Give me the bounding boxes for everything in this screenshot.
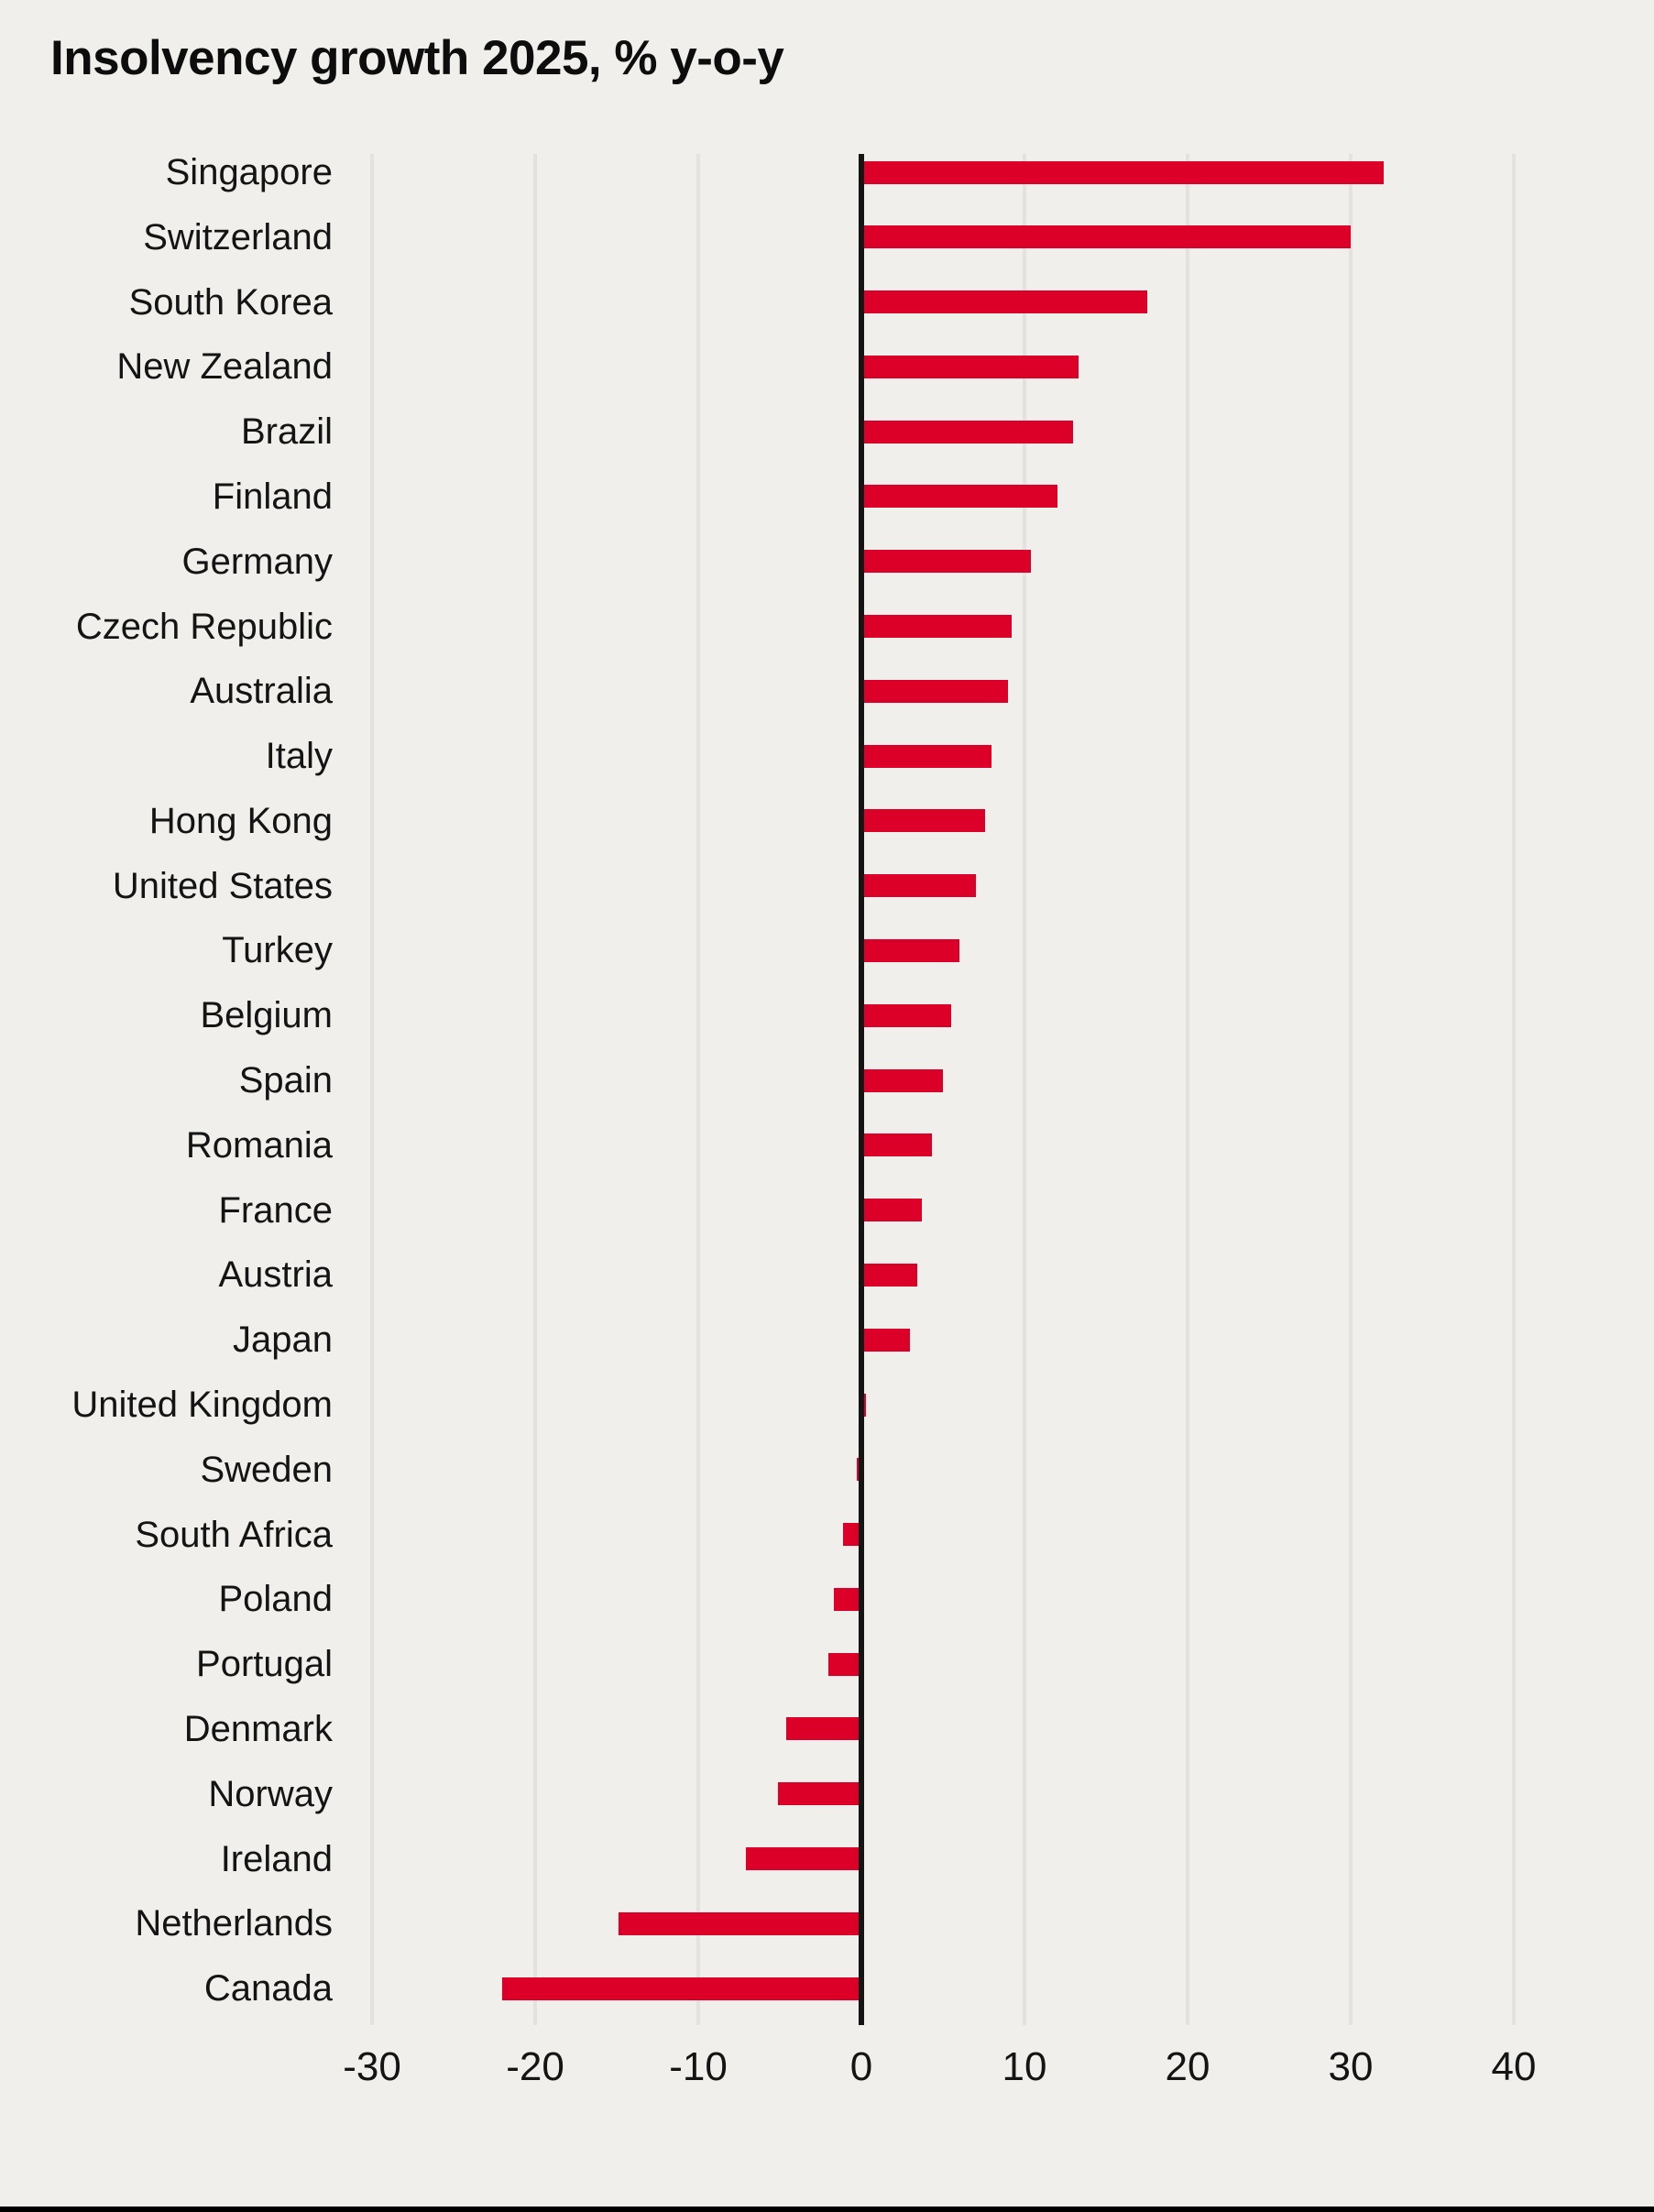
bar: [864, 1263, 917, 1287]
category-label: Turkey: [222, 930, 333, 971]
bar: [864, 1133, 932, 1157]
category-label: Germany: [181, 541, 334, 582]
x-tick-label--20: -20: [506, 2044, 564, 2089]
category-label: New Zealand: [116, 346, 333, 388]
bar: [864, 485, 1057, 509]
bar: [864, 290, 1147, 314]
category-label: Switzerland: [143, 216, 333, 257]
category-label: Singapore: [165, 152, 333, 192]
category-label: Italy: [265, 736, 333, 777]
category-label: Japan: [233, 1320, 333, 1361]
category-label: Canada: [203, 1968, 333, 2009]
category-label: Australia: [190, 671, 333, 712]
category-label: South Korea: [128, 281, 333, 323]
category-label: Norway: [208, 1773, 333, 1814]
gridline--10: [696, 154, 700, 2025]
bottom-rule: [0, 2207, 1654, 2212]
category-label: France: [218, 1189, 334, 1231]
bar: [864, 225, 1351, 249]
gridline-10: [1023, 154, 1026, 2025]
category-label: Sweden: [200, 1449, 333, 1490]
category-label: Netherlands: [135, 1903, 333, 1944]
bar: [864, 1328, 911, 1352]
x-tick-label-40: 40: [1491, 2044, 1537, 2089]
bar: [864, 1393, 867, 1417]
bar: [864, 420, 1074, 443]
bar: [786, 1717, 859, 1741]
chart-title: Insolvency growth 2025, % y-o-y: [50, 31, 784, 85]
category-label: South Africa: [135, 1514, 333, 1555]
category-label: Brazil: [240, 411, 333, 453]
x-tick-label--10: -10: [669, 2044, 728, 2089]
category-label: Belgium: [200, 995, 333, 1036]
bar: [864, 679, 1009, 703]
bar: [864, 809, 986, 833]
bar: [864, 615, 1012, 639]
zero-axis-line: [859, 154, 864, 2025]
gridline-20: [1186, 154, 1189, 2025]
bar: [856, 1458, 859, 1482]
bar: [833, 1587, 859, 1611]
category-label: Austria: [218, 1254, 334, 1296]
bar: [618, 1911, 859, 1935]
category-label: Denmark: [183, 1708, 333, 1749]
bar: [864, 1068, 943, 1092]
bar: [864, 550, 1032, 574]
category-label: Hong Kong: [148, 800, 333, 841]
bar: [778, 1782, 859, 1806]
x-tick-label-20: 20: [1165, 2044, 1210, 2089]
category-label: Poland: [218, 1579, 333, 1620]
bar: [864, 744, 992, 768]
category-label: Finland: [212, 476, 333, 517]
gridline--30: [370, 154, 374, 2025]
bar: [864, 1003, 951, 1027]
bar: [864, 874, 976, 898]
x-tick-label--30: -30: [343, 2044, 401, 2089]
bar: [843, 1523, 859, 1547]
category-label: Portugal: [196, 1644, 333, 1685]
category-label: Spain: [238, 1060, 333, 1101]
category-label: Ireland: [220, 1838, 333, 1879]
bar: [864, 1199, 922, 1222]
bar: [864, 160, 1384, 184]
bar: [745, 1847, 859, 1871]
category-label: Czech Republic: [75, 606, 333, 647]
category-label: United States: [112, 865, 333, 906]
x-tick-label-0: 0: [849, 2044, 873, 2089]
gridline-40: [1512, 154, 1516, 2025]
bar: [864, 355, 1079, 378]
category-label: United Kingdom: [71, 1385, 333, 1425]
bar: [502, 1977, 859, 2000]
gridline-30: [1349, 154, 1353, 2025]
x-tick-label-30: 30: [1328, 2044, 1374, 2089]
gridline--20: [533, 154, 537, 2025]
bar: [828, 1652, 859, 1676]
category-label: Romania: [185, 1124, 333, 1166]
x-tick-label-10: 10: [1002, 2044, 1047, 2089]
bar: [864, 938, 959, 962]
